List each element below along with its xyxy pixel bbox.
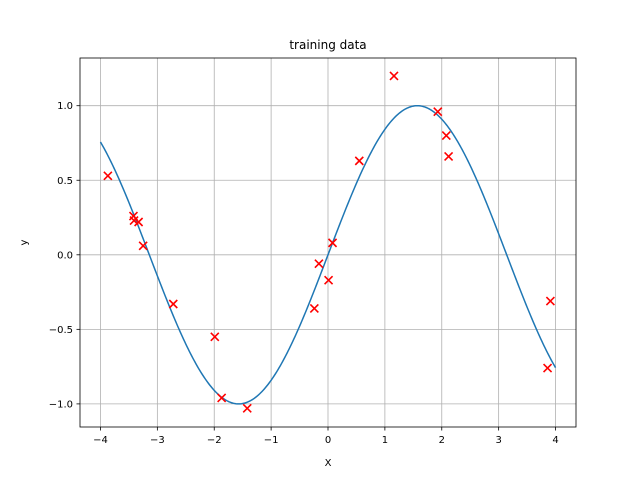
scatter-point [389,71,399,81]
scatter-markers [103,71,555,413]
series-line-sin [99,104,557,405]
scatter-point [327,238,338,248]
y-tick-label: 1.0 [57,101,73,112]
x-tick-label: 2 [439,435,445,446]
scatter-point [324,275,334,285]
scatter-point [433,107,443,117]
scatter-point [441,130,451,141]
y-axis-label: y [19,239,30,245]
scatter-point [545,296,555,306]
x-tick-label: 3 [495,435,501,446]
x-tick-label: −2 [207,435,222,446]
scatter-point [309,303,319,314]
x-axis-ticks: −4 −3 −2 −1 0 1 2 3 4 [93,427,559,446]
y-tick-label: 0.0 [57,250,73,261]
scatter-point [103,171,113,181]
x-tick-label: −1 [264,435,279,446]
scatter-point [542,363,553,373]
scatter-point [217,393,227,403]
x-axis-label: X [325,458,332,469]
x-tick-label: 1 [382,435,388,446]
y-tick-label: 0.5 [57,176,73,187]
x-tick-label: 4 [552,435,558,446]
scatter-point [168,299,178,309]
y-tick-label: −0.5 [49,325,73,336]
plot-content [99,71,557,413]
x-tick-label: −4 [93,435,108,446]
scatter-point [134,217,144,227]
scatter-point [242,403,252,413]
scatter-point [314,259,324,269]
grid [80,58,576,427]
y-axis-ticks: −1.0 −0.5 0.0 0.5 1.0 [49,101,80,410]
scatter-point [138,241,148,251]
x-tick-label: −3 [150,435,165,446]
scatter-point [354,156,364,166]
chart-title: training data [289,38,366,52]
x-tick-label: 0 [325,435,331,446]
scatter-point [210,332,220,342]
scatter-point [444,151,454,161]
y-tick-label: −1.0 [49,399,73,410]
